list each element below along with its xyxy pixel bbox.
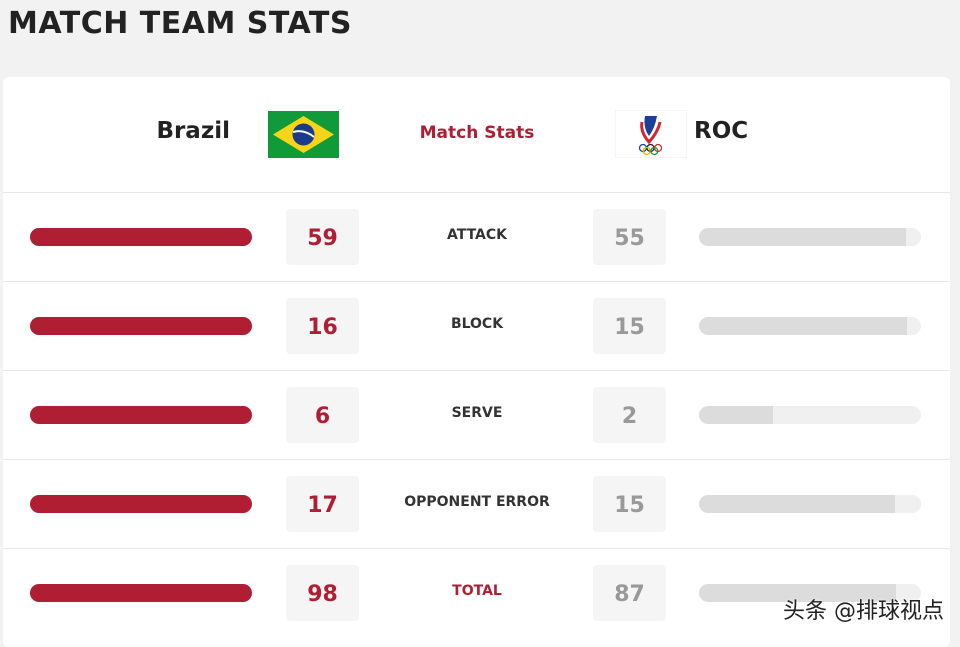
stat-label: BLOCK — [450, 316, 504, 332]
stat-row: 17 OPPONENT ERROR 15 — [3, 459, 950, 549]
roc-logo — [615, 110, 687, 158]
stat-row: 98 TOTAL 87 — [3, 548, 950, 638]
away-bar — [699, 495, 895, 513]
away-bar-track — [699, 584, 921, 602]
watermark: 头条 @排球视点 — [783, 599, 944, 624]
away-bar-track — [699, 495, 921, 513]
home-value: 17 — [286, 476, 359, 532]
brazil-flag — [268, 111, 339, 158]
center-heading: Match Stats — [419, 123, 535, 143]
home-bar — [30, 228, 252, 246]
stats-card: Brazil Match Stats ROC 59 ATTACK 55 16 BLOCK… — [3, 77, 950, 647]
stat-label: OPPONENT ERROR — [404, 494, 550, 510]
away-bar — [699, 406, 773, 424]
away-bar — [699, 584, 897, 602]
away-value: 15 — [593, 298, 666, 354]
stat-row: 6 SERVE 2 — [3, 370, 950, 460]
away-bar-track — [699, 406, 921, 424]
away-value: 87 — [593, 565, 666, 621]
home-value: 6 — [286, 387, 359, 443]
home-bar — [30, 495, 252, 513]
away-bar-track — [699, 317, 921, 335]
home-value: 98 — [286, 565, 359, 621]
away-bar — [699, 317, 908, 335]
home-team: Brazil — [156, 118, 230, 144]
stat-label: SERVE — [451, 405, 503, 421]
away-bar — [699, 228, 906, 246]
home-bar — [30, 317, 252, 335]
stat-row: 16 BLOCK 15 — [3, 281, 950, 371]
away-value: 2 — [593, 387, 666, 443]
away-value: 15 — [593, 476, 666, 532]
page-title: MATCH TEAM STATS — [8, 6, 352, 41]
home-value: 59 — [286, 209, 359, 265]
home-bar — [30, 406, 252, 424]
away-value: 55 — [593, 209, 666, 265]
stat-label: TOTAL — [452, 583, 502, 599]
home-value: 16 — [286, 298, 359, 354]
stat-row: 59 ATTACK 55 — [3, 192, 950, 282]
away-bar-track — [699, 228, 921, 246]
home-bar — [30, 584, 252, 602]
away-team: ROC — [694, 118, 749, 144]
stat-label: ATTACK — [446, 227, 508, 243]
